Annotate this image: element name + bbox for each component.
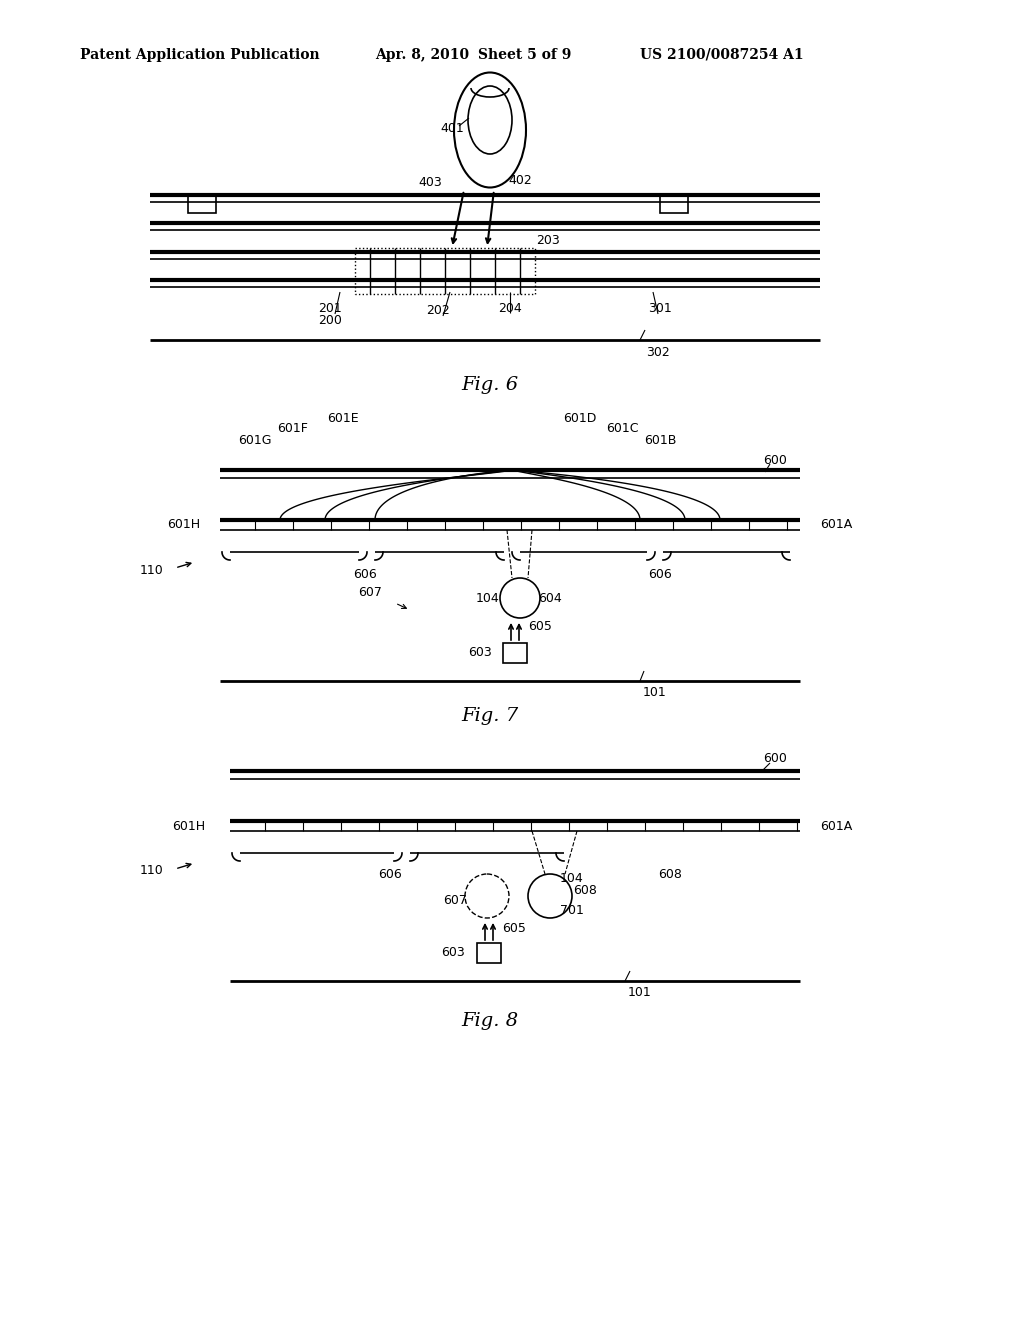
- Text: 601A: 601A: [820, 820, 852, 833]
- Text: 607: 607: [358, 586, 382, 599]
- Text: 104: 104: [560, 871, 584, 884]
- Text: 606: 606: [648, 568, 672, 581]
- Text: 600: 600: [763, 752, 786, 766]
- Text: 606: 606: [378, 869, 401, 882]
- Text: 204: 204: [498, 301, 522, 314]
- Text: 110: 110: [140, 865, 164, 878]
- Text: 604: 604: [539, 591, 562, 605]
- Bar: [477, 942, 501, 964]
- Text: Fig. 8: Fig. 8: [462, 1012, 518, 1030]
- Text: 200: 200: [318, 314, 342, 326]
- Text: Sheet 5 of 9: Sheet 5 of 9: [478, 48, 571, 62]
- Text: 203: 203: [537, 235, 560, 248]
- Text: 601C: 601C: [606, 421, 638, 434]
- Text: 601H: 601H: [172, 820, 205, 833]
- Text: 605: 605: [502, 921, 526, 935]
- Text: 201: 201: [318, 301, 342, 314]
- Text: 601E: 601E: [328, 412, 358, 425]
- Text: 601D: 601D: [563, 412, 597, 425]
- Text: 601G: 601G: [239, 433, 271, 446]
- Text: 608: 608: [573, 884, 597, 898]
- Text: 701: 701: [560, 904, 584, 917]
- Text: 202: 202: [426, 304, 450, 317]
- Text: 601A: 601A: [820, 519, 852, 532]
- Text: 401: 401: [440, 121, 464, 135]
- Text: 601H: 601H: [167, 519, 200, 532]
- Bar: [355, 248, 535, 294]
- Text: 600: 600: [763, 454, 786, 466]
- Text: 606: 606: [353, 568, 377, 581]
- Text: 403: 403: [418, 177, 442, 190]
- Bar: [188, 195, 216, 213]
- Text: 101: 101: [628, 986, 652, 999]
- Text: 301: 301: [648, 301, 672, 314]
- Text: 603: 603: [468, 647, 492, 660]
- Text: 601B: 601B: [644, 433, 676, 446]
- Text: 104: 104: [476, 591, 500, 605]
- Text: 110: 110: [140, 564, 164, 577]
- Text: 608: 608: [658, 869, 682, 882]
- Text: 101: 101: [643, 686, 667, 700]
- Text: US 2100/0087254 A1: US 2100/0087254 A1: [640, 48, 804, 62]
- Text: 402: 402: [508, 173, 531, 186]
- Text: 607: 607: [443, 895, 467, 908]
- Text: Fig. 6: Fig. 6: [462, 376, 518, 393]
- Text: 302: 302: [646, 346, 670, 359]
- Bar: [503, 643, 527, 663]
- Bar: [660, 195, 688, 213]
- Text: Patent Application Publication: Patent Application Publication: [80, 48, 319, 62]
- Text: Apr. 8, 2010: Apr. 8, 2010: [375, 48, 469, 62]
- Text: 605: 605: [528, 619, 552, 632]
- Text: 603: 603: [441, 946, 465, 960]
- Text: Fig. 7: Fig. 7: [462, 708, 518, 725]
- Text: 601F: 601F: [278, 421, 308, 434]
